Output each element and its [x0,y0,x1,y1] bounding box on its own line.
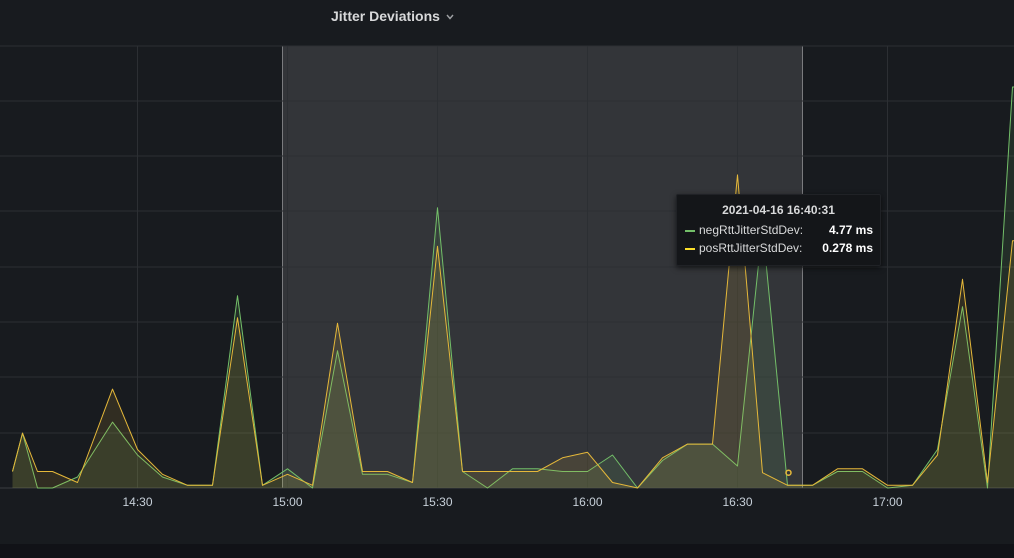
x-tick-label: 15:00 [272,495,302,509]
tooltip-series-value: 4.77 ms [828,223,873,237]
series-color-swatch [685,248,695,250]
x-tick-label: 15:30 [422,495,452,509]
tooltip-series-name: negRttJitterStdDev: [699,223,804,237]
tooltip-series-value: 0.278 ms [822,241,873,255]
panel-header: Jitter Deviations [0,0,1014,32]
tooltip-time: 2021-04-16 16:40:31 [722,203,835,217]
x-tick-label: 16:30 [722,495,752,509]
hover-tooltip: 2021-04-16 16:40:31 negRttJitterStdDev: … [676,194,881,266]
chevron-down-icon [446,14,454,20]
hover-point-posRttJitterStdDev [785,469,792,476]
graph-panel: Jitter Deviations 14:30 15:00 15:30 16:00 16… [0,0,1014,544]
series-color-swatch [685,230,695,232]
series-area-posRttJitterStdDev [12,174,1014,488]
series-line-posRttJitterStdDev [12,174,1014,489]
x-tick-label: 14:30 [122,495,152,509]
series-area-negRttJitterStdDev [12,87,1014,488]
panel-footer [0,544,1014,558]
panel-title: Jitter Deviations [331,8,440,24]
x-tick-label: 17:00 [872,495,902,509]
tooltip-row-pos: posRttJitterStdDev: 0.278 ms [685,241,873,257]
x-tick-label: 16:00 [572,495,602,509]
tooltip-series-name: posRttJitterStdDev: [699,241,803,255]
tooltip-row-neg: negRttJitterStdDev: 4.77 ms [685,223,873,239]
panel-title-menu[interactable]: Jitter Deviations [331,6,455,26]
